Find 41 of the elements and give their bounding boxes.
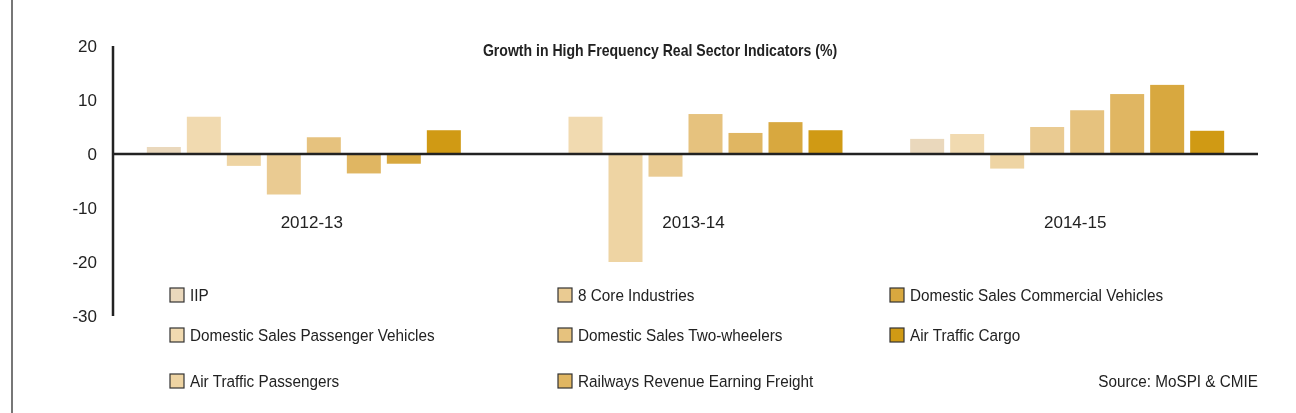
y-tick-label: -30: [72, 306, 97, 326]
legend-label: Railways Revenue Earning Freight: [578, 371, 814, 391]
legend-label: Domestic Sales Two-wheelers: [578, 325, 783, 345]
bar: [688, 114, 723, 154]
bar: [1150, 84, 1185, 154]
bar: [728, 132, 763, 154]
x-tick-label: 2013-14: [662, 213, 725, 232]
bar: [648, 154, 683, 177]
bar: [910, 138, 945, 154]
legend-label: Air Traffic Cargo: [910, 325, 1021, 345]
bar: [1190, 130, 1225, 154]
bar: [226, 154, 261, 166]
bar: [568, 116, 603, 154]
bar: [346, 154, 381, 174]
legend-label: Air Traffic Passengers: [190, 371, 340, 391]
y-tick-label: 0: [87, 144, 97, 164]
legend-label: Domestic Sales Commercial Vehicles: [910, 285, 1164, 305]
x-tick-label: 2012-13: [280, 213, 344, 232]
legend-label: IIP: [190, 285, 209, 305]
bar: [426, 130, 461, 154]
bar: [768, 122, 803, 154]
bar: [1070, 110, 1105, 154]
bar: [808, 130, 843, 154]
x-tick-label: 2014-15: [1043, 213, 1107, 232]
bar: [950, 134, 985, 154]
legend-label: Domestic Sales Passenger Vehicles: [190, 325, 435, 345]
bar: [990, 154, 1025, 169]
y-tick-label: -20: [72, 252, 97, 272]
bar: [386, 154, 421, 164]
bar: [306, 137, 341, 154]
bar: [186, 116, 221, 154]
bar: [1030, 127, 1065, 154]
chart-title: Growth in High Frequency Real Sector Indicators (%): [482, 41, 838, 60]
source-note: Source: MoSPI & CMIE: [1098, 371, 1259, 391]
y-tick-label: 20: [78, 36, 97, 56]
legend-label: 8 Core Industries: [578, 285, 695, 305]
y-tick-label: -10: [72, 198, 97, 218]
bar: [266, 154, 301, 195]
bar: [608, 154, 643, 262]
bar: [1110, 94, 1145, 154]
y-tick-label: 10: [78, 90, 97, 110]
